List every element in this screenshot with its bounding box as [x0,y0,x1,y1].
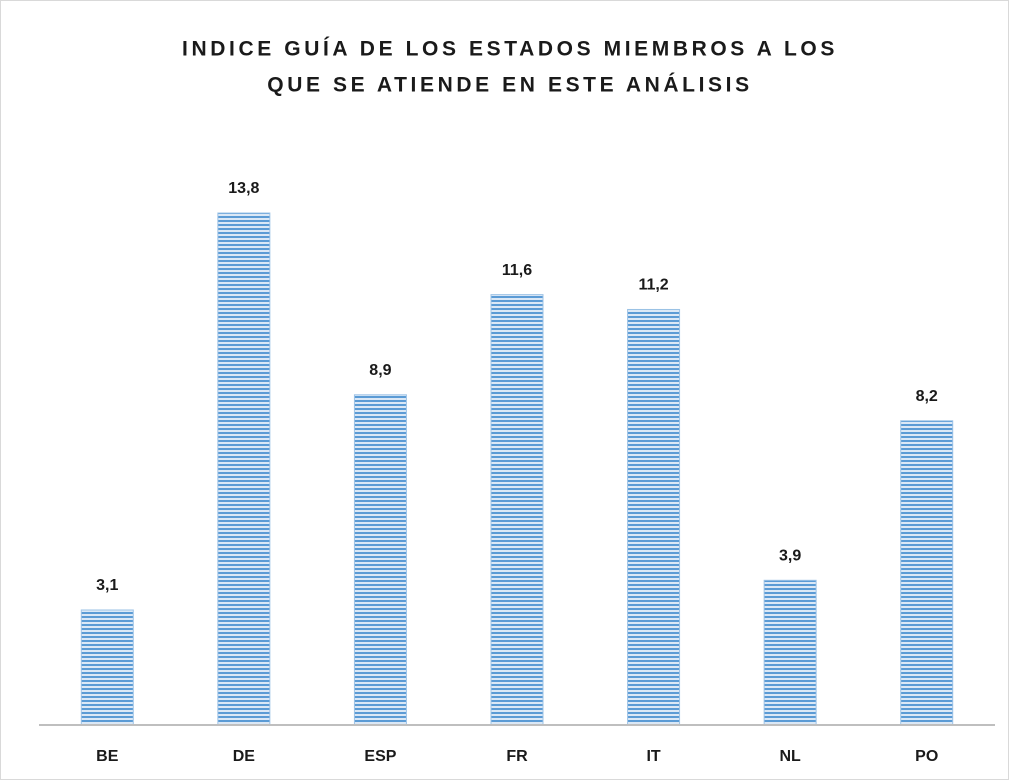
bar [490,294,544,726]
bar [80,609,134,726]
data-label: 11,6 [502,262,532,279]
x-tick-label: IT [646,748,660,765]
chart-title: INDICE GUÍA DE LOS ESTADOS MIEMBROS A LO… [182,38,838,61]
x-tick-label: BE [96,748,119,765]
bar [763,579,817,726]
x-tick-label: FR [506,748,528,765]
bar [353,394,407,726]
data-label: 13,8 [228,180,259,197]
bar [217,212,271,726]
data-label: 8,2 [916,388,938,405]
data-label: 11,2 [638,277,668,294]
data-label: 3,9 [779,548,801,565]
data-label: 8,9 [369,362,391,379]
x-tick-label: DE [233,748,256,765]
bar [627,308,681,726]
data-label: 3,1 [96,577,118,594]
chart-title: QUE SE ATIENDE EN ESTE ANÁLISIS [267,74,752,97]
x-tick-label: ESP [364,748,396,765]
bar [900,420,954,726]
x-tick-label: PO [915,748,938,765]
x-tick-label: NL [779,748,801,765]
